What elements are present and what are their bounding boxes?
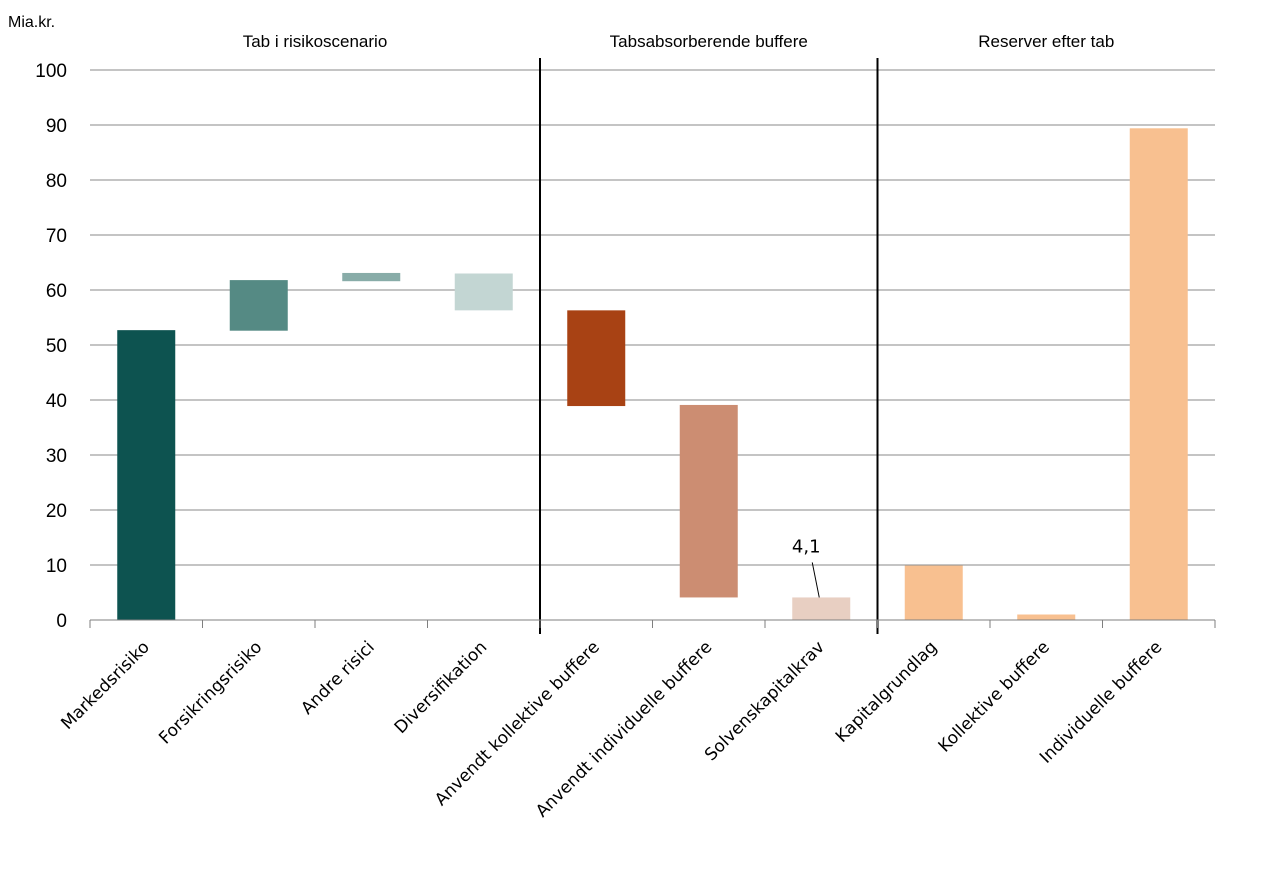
category-label: Forsikringsrisiko	[155, 637, 266, 748]
category-label: Solvenskapitalkrav	[701, 637, 829, 765]
y-axis-ticks: 0 10 20 30 40 50 60 70 80 90 100	[35, 61, 67, 632]
category-label: Kollektive buffere	[935, 637, 1054, 756]
data-label: 4,1	[792, 536, 821, 557]
category-labels: Markedsrisiko Forsikringsrisiko Andre risi…	[57, 637, 1166, 821]
bar	[1129, 128, 1188, 621]
y-tick-label: 30	[46, 446, 67, 467]
bar	[904, 565, 963, 620]
y-tick-label: 60	[46, 281, 67, 302]
section-label: Reserver efter tab	[978, 32, 1114, 51]
section-labels: Tab i risikoscenario Tabsabsorberende buf…	[243, 32, 1115, 51]
category-label: Markedsrisiko	[57, 637, 153, 733]
bar	[792, 597, 851, 620]
y-tick-label: 50	[46, 336, 67, 357]
y-tick-label: 20	[46, 501, 67, 522]
x-axis	[89, 619, 1216, 628]
y-tick-label: 100	[35, 61, 67, 82]
y-axis-unit-label: Mia.kr.	[8, 14, 55, 31]
y-tick-label: 70	[46, 226, 67, 247]
category-label: Andre risici	[297, 637, 378, 718]
category-label: Kapitalgrundlag	[832, 637, 941, 746]
y-tick-label: 90	[46, 116, 67, 137]
section-label: Tabsabsorberende buffere	[610, 32, 808, 51]
bar	[229, 280, 288, 331]
bar	[679, 404, 738, 598]
section-label: Tab i risikoscenario	[243, 32, 388, 51]
category-label: Diversifikation	[391, 637, 492, 738]
annotation-leader-line	[811, 562, 820, 598]
y-tick-label: 0	[56, 611, 67, 632]
bar	[117, 330, 176, 620]
section-separators	[539, 58, 879, 634]
category-label: Anvendt individuelle buffere	[532, 637, 716, 821]
y-tick-label: 10	[46, 556, 67, 577]
bar	[1017, 614, 1076, 620]
y-tick-label: 40	[46, 391, 67, 412]
bars	[117, 128, 1188, 621]
y-tick-label: 80	[46, 171, 67, 192]
category-label: Individuelle buffere	[1036, 637, 1166, 767]
bar	[567, 310, 626, 407]
bar	[454, 273, 513, 311]
bar	[342, 272, 401, 282]
annotations: 4,1	[792, 536, 821, 598]
